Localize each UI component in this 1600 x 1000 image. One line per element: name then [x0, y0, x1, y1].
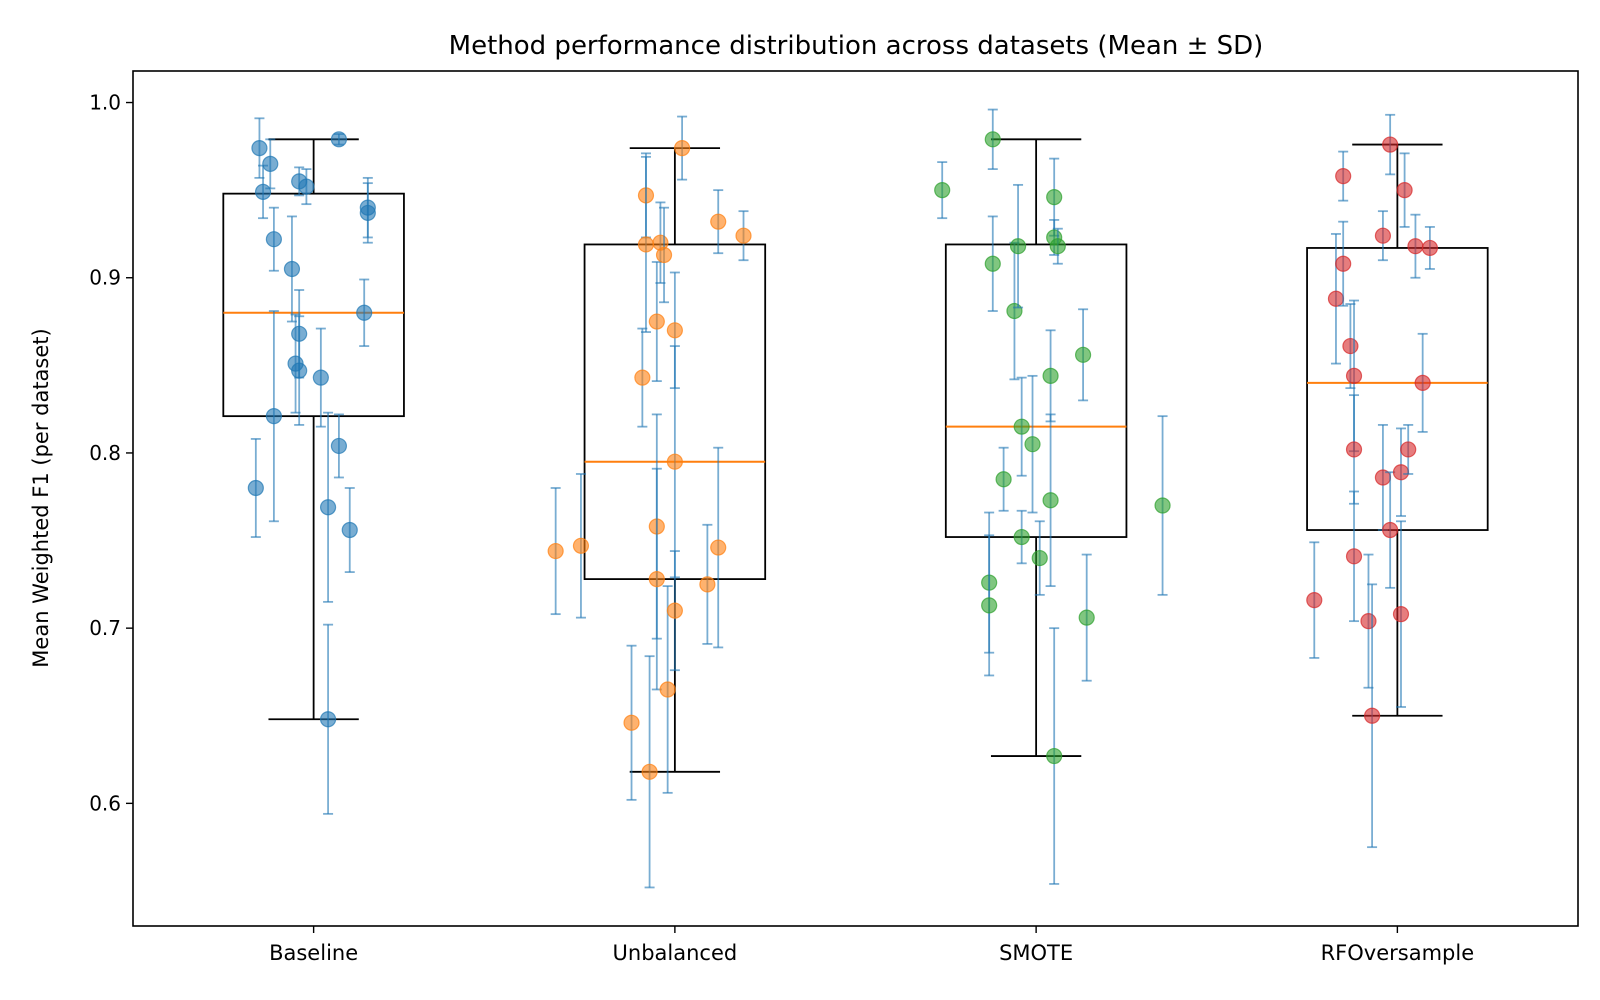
data-point: [1049, 238, 1066, 255]
data-point: [637, 236, 655, 253]
data-point: [356, 304, 373, 321]
data-point: [247, 479, 264, 497]
data-point: [1342, 337, 1359, 355]
data-point: [1335, 255, 1352, 272]
data-point: [1360, 613, 1377, 630]
data-point: [1024, 436, 1041, 453]
y-tick-label: 0.8: [89, 441, 121, 465]
data-point: [265, 408, 282, 425]
data-point: [265, 231, 282, 248]
data-point: [1421, 239, 1438, 257]
data-point: [1046, 747, 1063, 765]
data-point: [330, 437, 348, 455]
data-point: [298, 178, 315, 195]
data-point: [634, 369, 651, 386]
chart-title: Method performance distribution across d…: [449, 31, 1264, 61]
data-point: [673, 139, 691, 157]
data-point: [1392, 606, 1410, 623]
box-body: [222, 192, 405, 418]
data-point: [710, 539, 727, 556]
data-point: [254, 183, 272, 200]
data-point: [735, 227, 752, 244]
x-tick-label: SMOTE: [999, 941, 1073, 965]
data-point: [1392, 464, 1410, 481]
data-point: [1382, 136, 1399, 153]
data-point: [1042, 492, 1059, 509]
data-point: [648, 570, 665, 588]
data-point: [1154, 497, 1171, 514]
data-point: [1400, 441, 1417, 458]
data-point: [666, 602, 683, 619]
data-point: [699, 576, 716, 593]
data-point: [1345, 441, 1363, 458]
data-point: [1078, 609, 1095, 626]
data-point: [1396, 182, 1413, 199]
plot-frame: [132, 70, 1579, 927]
data-point: [666, 322, 683, 339]
data-point: [1382, 521, 1399, 539]
data-point: [934, 182, 951, 199]
data-point: [1031, 549, 1048, 567]
x-tick-label: RFOversample: [1321, 941, 1475, 965]
x-tick-label: Baseline: [269, 941, 358, 965]
data-point: [710, 213, 727, 230]
y-tick-label: 0.7: [89, 616, 121, 640]
data-point: [1327, 290, 1345, 307]
data-point: [1335, 168, 1352, 185]
data-point: [666, 453, 683, 470]
data-point: [1345, 548, 1363, 565]
data-point: [1363, 707, 1381, 724]
data-point: [1074, 346, 1092, 363]
data-point: [1006, 302, 1023, 320]
y-tick-label: 0.6: [89, 791, 121, 815]
data-point: [312, 369, 329, 386]
data-point: [547, 542, 564, 560]
y-tick-label: 0.9: [89, 266, 121, 290]
data-point: [1013, 528, 1030, 546]
box-body: [944, 243, 1128, 538]
data-point: [995, 471, 1012, 488]
data-point: [291, 325, 308, 342]
data-point: [648, 313, 665, 330]
data-point: [1009, 238, 1027, 255]
data-point: [1013, 418, 1030, 435]
data-point: [251, 139, 268, 157]
data-point: [1345, 367, 1363, 384]
data-point: [262, 155, 279, 172]
data-point: [1042, 367, 1059, 384]
data-point: [984, 255, 1001, 272]
data-point: [641, 763, 658, 780]
data-point: [1306, 592, 1323, 609]
data-point: [1374, 227, 1392, 244]
x-tick-label: Unbalanced: [613, 941, 738, 965]
data-point: [659, 681, 676, 698]
data-point: [1407, 238, 1424, 255]
data-point: [283, 260, 301, 278]
data-point: [341, 521, 358, 539]
data-point: [981, 597, 998, 614]
data-point: [319, 711, 337, 728]
plot-area: 0.6 0.7 0.8 0.9 1.0 Baseline Unbalanced SMOTE RF…: [89, 91, 1489, 965]
box-body: [1306, 247, 1489, 531]
y-tick-label: 1.0: [89, 91, 121, 115]
data-point: [319, 499, 337, 516]
data-point: [359, 204, 376, 222]
data-point: [984, 131, 1001, 148]
data-point: [1414, 374, 1431, 391]
data-point: [572, 537, 590, 554]
data-point: [623, 714, 640, 731]
data-point: [330, 131, 348, 148]
data-point: [1046, 189, 1063, 206]
data-point: [655, 246, 673, 264]
y-axis-label: Mean Weighted F1 (per dataset): [29, 328, 53, 667]
